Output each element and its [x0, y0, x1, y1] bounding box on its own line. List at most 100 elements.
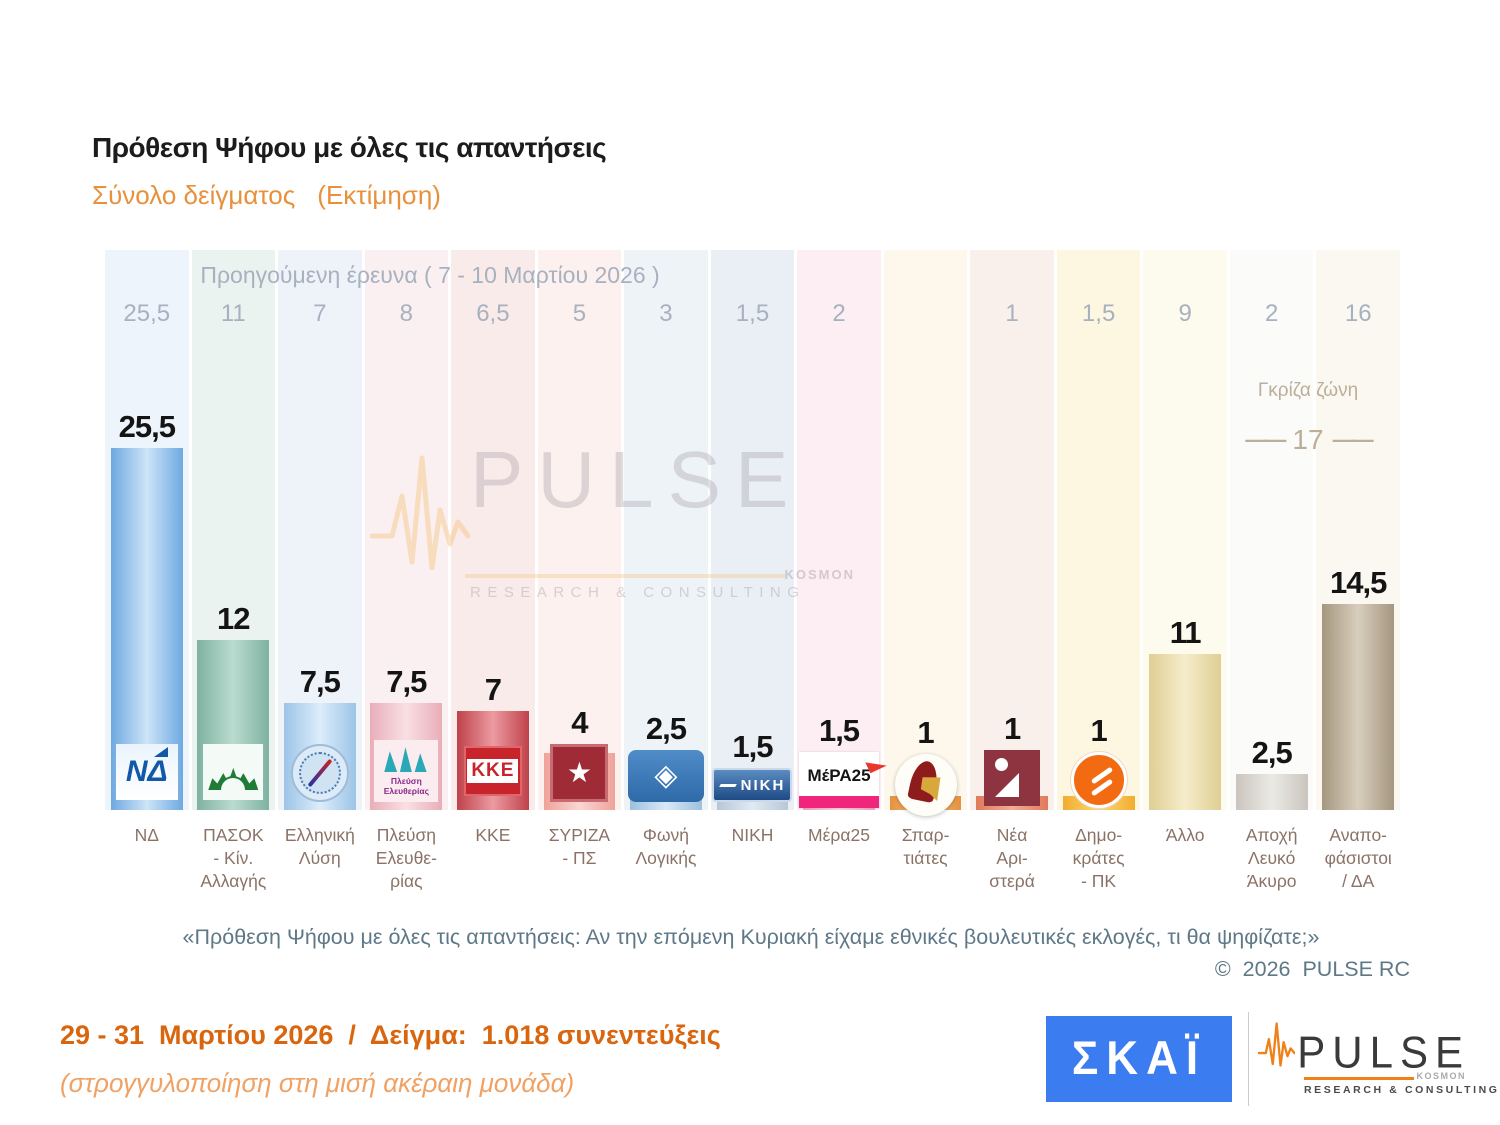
syriza-logo-icon: ★ — [550, 744, 609, 802]
party-name: ΚΚΕ — [475, 825, 511, 845]
current-value: 7,5 — [386, 664, 427, 699]
party-name: Άλλο — [1165, 825, 1205, 845]
party-column: 1,5 1 Δημο- κράτες - ΠΚ — [1056, 250, 1141, 891]
party-name: ΣΥΡΙΖΑ - ΠΣ — [548, 825, 611, 868]
previous-value: 9 — [1178, 300, 1192, 327]
bar — [1235, 774, 1308, 810]
page-subtitle: Σύνολο δείγματος (Εκτίμηση) — [92, 180, 441, 211]
previous-value: 2 — [1264, 300, 1279, 327]
gray-zone-value: 17 — [1292, 424, 1324, 455]
neaaristera-logo-icon — [984, 750, 1041, 806]
party-logo-text: ΚΚΕ — [466, 758, 520, 784]
party-name: ΝΙΚΗ — [731, 825, 774, 845]
kke-logo-icon: ΚΚΕ — [463, 746, 522, 796]
copyright: © 2026 PULSE RC — [1214, 957, 1410, 981]
party-column: 2 2,5 Αποχή Λευκό Άκυρο — [1229, 250, 1314, 891]
current-value: 11 — [1169, 615, 1202, 650]
pulse-logo-text: PULSE — [1297, 1027, 1470, 1078]
current-value: 4 — [571, 705, 588, 740]
party-column: 6,5 7 ΚΚΕ ΚΚΕ — [451, 250, 535, 845]
party-logo-text: ΜέΡΑ25 — [807, 766, 871, 785]
bar — [1322, 604, 1395, 810]
previous-value: 3 — [659, 300, 673, 327]
current-value: 1 — [1003, 711, 1021, 746]
dimokrates-logo-icon — [1070, 752, 1127, 808]
current-value: 7,5 — [299, 664, 341, 699]
gray-zone-dash-left: —— — [1245, 427, 1286, 452]
page-title: Πρόθεση Ψήφου με όλες τις απαντήσεις — [92, 132, 607, 163]
pleusi-logo-icon: Πλεύση Ελευθερίας — [374, 740, 439, 802]
party-logo-text: ΝΔ — [125, 755, 168, 788]
previous-value: 25,5 — [123, 300, 171, 327]
previous-value: 5 — [572, 300, 587, 327]
party-logo-text: Πλεύση Ελευθερίας — [383, 776, 429, 797]
current-value: 7 — [484, 672, 502, 707]
gray-zone: Γκρίζα ζώνη —— 17 —— — [1220, 380, 1396, 456]
party-name: ΠΑΣΟΚ - Κίν. Αλλαγής — [200, 825, 267, 891]
mera25-logo-icon: ΜέΡΑ25 — [799, 752, 880, 808]
party-column: 7 7,5 Ελληνική Λύση — [278, 250, 362, 868]
pulse-logo-subtext: RESEARCH & CONSULTING — [1304, 1084, 1500, 1096]
current-value: 2,5 — [1251, 735, 1293, 770]
current-value: 1,5 — [732, 729, 773, 764]
chart-columns: 25,5 25,5 ΝΔ ΝΔ 11 12 ΠΑΣΟΚ - Κίν. Αλλαγ… — [105, 250, 1400, 891]
bar — [1149, 654, 1222, 810]
party-column: 25,5 25,5 ΝΔ ΝΔ — [105, 250, 189, 845]
current-value: 2,5 — [645, 711, 687, 746]
survey-question-quote: «Πρόθεση Ψήφου με όλες τις απαντήσεις: Α… — [182, 925, 1320, 949]
current-value: 1 — [1090, 713, 1107, 748]
party-name: Μέρα25 — [808, 825, 870, 845]
skai-logo-text: ΣΚΑΪ — [1071, 1032, 1207, 1085]
current-value: 25,5 — [118, 409, 176, 444]
party-column: 1 Σπαρ- τιάτες — [883, 250, 968, 868]
party-name: Δημο- κράτες - ΠΚ — [1072, 825, 1125, 891]
spartiates-logo-icon — [894, 754, 957, 816]
party-column: 3 2,5 ◈ Φωνή Λογικής — [624, 250, 708, 868]
party-name: Σπαρ- τιάτες — [901, 825, 950, 868]
pulse-logo-kosmon: KOSMON — [1413, 1071, 1466, 1081]
previous-value: 6,5 — [476, 300, 510, 327]
party-logo-text: ◈ — [654, 759, 678, 792]
party-name: ΝΔ — [134, 825, 159, 845]
previous-value: 1,5 — [1081, 300, 1116, 327]
previous-value: 8 — [399, 300, 414, 327]
party-column: 16 14,5 Αναπο- φάσιστοι / ΔΑ — [1316, 250, 1400, 891]
party-column: 9 11 Άλλο — [1143, 250, 1227, 845]
gray-zone-value-row: —— 17 —— — [1220, 424, 1396, 456]
current-value: 1 — [917, 715, 934, 750]
party-column: 5 4 ★ ΣΥΡΙΖΑ - ΠΣ — [537, 250, 622, 868]
party-name: Νέα Αρι- στερά — [989, 825, 1035, 891]
previous-value: 16 — [1344, 300, 1372, 327]
chart: 25,5 25,5 ΝΔ ΝΔ 11 12 ΠΑΣΟΚ - Κίν. Αλλαγ… — [105, 250, 1400, 891]
foni-logo-icon: ◈ — [627, 750, 704, 802]
gray-zone-dash-right: —— — [1332, 427, 1374, 452]
party-logo-text: ★ — [566, 757, 592, 788]
previous-value: 1,5 — [735, 300, 770, 327]
pasok-logo-icon — [203, 744, 264, 800]
pulse-logo-line: KOSMON — [1304, 1071, 1466, 1081]
logo-divider — [1248, 1012, 1249, 1106]
fieldwork-sample-line: 29 - 31 Μαρτίου 2026 / Δείγμα: 1.018 συν… — [60, 1020, 721, 1050]
niki-logo-icon: ΝΙΚΗ — [712, 768, 793, 802]
party-name: Ελληνική Λύση — [284, 825, 355, 868]
party-column: 2 1,5 ΜέΡΑ25 Μέρα25 — [797, 250, 881, 845]
previous-value: 7 — [313, 300, 327, 327]
party-column: 1 1 Νέα Αρι- στερά — [970, 250, 1054, 891]
current-value: 1,5 — [818, 713, 860, 748]
current-value: 14,5 — [1330, 565, 1387, 600]
party-column: 11 12 ΠΑΣΟΚ - Κίν. Αλλαγής — [191, 250, 276, 891]
party-name: Αναπο- φάσιστοι / ΔΑ — [1324, 825, 1392, 891]
party-name: Πλεύση Ελευθε- ρίας — [375, 825, 437, 891]
subtitle-estimate: (Εκτίμηση) — [317, 180, 441, 210]
nd-logo-icon: ΝΔ — [115, 744, 178, 800]
pulse-logo-row: PULSE — [1258, 1012, 1470, 1078]
party-logo-text: ΝΙΚΗ — [740, 776, 786, 794]
previous-survey-label: Προηγούμενη έρευνα ( 7 - 10 Μαρτίου 2026… — [200, 262, 660, 288]
current-value: 12 — [217, 601, 250, 636]
party-column: 1,5 1,5 ΝΙΚΗ ΝΙΚΗ — [710, 250, 795, 845]
party-column: 8 7,5 Πλεύση Ελευθερίας Πλεύση Ελευθε- ρ… — [364, 250, 449, 891]
party-name: Αποχή Λευκό Άκυρο — [1245, 825, 1298, 891]
previous-value: 11 — [220, 300, 246, 327]
pulse-logo: PULSE KOSMON RESEARCH & CONSULTING — [1258, 1012, 1500, 1096]
